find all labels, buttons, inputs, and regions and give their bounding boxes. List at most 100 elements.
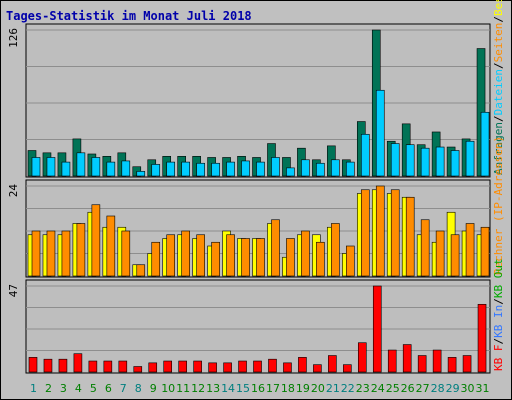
- x-tick-label: 3: [60, 382, 67, 395]
- bar-rechner: [31, 230, 41, 277]
- x-tick-label: 2: [45, 382, 52, 395]
- bar-dateien: [91, 157, 101, 177]
- bar-dateien: [301, 159, 310, 177]
- bar-rechner: [286, 238, 295, 277]
- bar-dateien: [346, 161, 355, 177]
- bar-kb-f: [238, 360, 247, 373]
- bar-rechner: [151, 241, 161, 277]
- panel-middle: 24 Rechner (IP-Adressen): [7, 136, 505, 278]
- bar-kb-f: [477, 303, 487, 373]
- bar-kb-f: [372, 285, 382, 373]
- legend-bottom: KB F/KB In/KB Out: [492, 258, 505, 371]
- bar-rechner: [405, 196, 415, 277]
- bar-kb-f: [223, 362, 232, 373]
- bar-kb-f: [73, 353, 83, 373]
- legend-entry: /: [492, 115, 505, 122]
- bar-kb-f: [88, 360, 98, 373]
- bar-dateien: [390, 143, 400, 177]
- bar-dateien: [106, 161, 116, 177]
- bar-rechner: [390, 189, 400, 277]
- bar-dateien: [316, 162, 325, 177]
- bar-rechner: [166, 234, 176, 277]
- bar-kb-f: [447, 357, 457, 373]
- bar-dateien: [61, 161, 71, 177]
- x-tick-label: 1: [30, 382, 37, 395]
- bar-kb-f: [253, 360, 262, 373]
- legend-top: Anfragen/Dateien/Seiten/Besuche: [492, 0, 505, 175]
- legend-entry: KB Out: [492, 258, 505, 298]
- bar-kb-f: [432, 349, 442, 373]
- bar-dateien: [76, 152, 86, 177]
- bar-rechner: [346, 245, 355, 277]
- x-tick-label: 13: [206, 382, 220, 395]
- x-tick-label: 20: [311, 382, 325, 395]
- bar-rechner: [256, 238, 265, 277]
- x-tick-label: 7: [120, 382, 127, 395]
- bar-kb-f: [163, 360, 173, 373]
- bar-kb-f: [343, 364, 352, 373]
- bar-kb-f: [43, 358, 53, 373]
- x-tick-label: 22: [341, 382, 355, 395]
- y-max-label: 24: [7, 184, 20, 198]
- bar-kb-f: [148, 362, 158, 373]
- x-tick-label: 4: [75, 382, 82, 395]
- x-tick-label: 18: [281, 382, 295, 395]
- bar-rechner: [91, 204, 101, 277]
- bar-kb-f: [328, 355, 337, 373]
- panel-bottom: 47 KB F/KB In/KB Out: [7, 258, 505, 374]
- bar-dateien: [286, 167, 295, 177]
- bar-dateien: [196, 162, 205, 177]
- bar-dateien: [211, 162, 220, 177]
- bar-dateien: [271, 157, 280, 177]
- bar-rechner: [375, 185, 385, 277]
- bar-kb-f: [118, 360, 128, 373]
- x-tick-label: 30: [461, 382, 475, 395]
- bar-kb-f: [208, 362, 217, 373]
- x-tick-label: 17: [266, 382, 280, 395]
- bar-kb-f: [193, 360, 202, 373]
- bar-kb-f: [133, 366, 143, 373]
- x-tick-label: 26: [401, 382, 415, 395]
- bar-dateien: [241, 160, 250, 177]
- bar-dateien: [181, 161, 190, 177]
- bar-rechner: [271, 219, 280, 277]
- x-tick-label: 19: [296, 382, 310, 395]
- legend-entry: Rechner (IP-Adressen): [492, 136, 505, 275]
- bar-kb-f: [462, 355, 472, 373]
- bar-rechner: [61, 230, 71, 277]
- bar-dateien: [226, 161, 235, 177]
- y-max-label: 47: [7, 284, 20, 297]
- x-tick-label: 28: [431, 382, 445, 395]
- legend-entry: Seiten: [492, 23, 505, 63]
- bar-kb-f: [178, 360, 187, 373]
- x-tick-label: 10: [161, 382, 175, 395]
- bar-kb-f: [283, 362, 292, 373]
- legend-entry: Anfragen: [492, 122, 505, 175]
- x-tick-label: 6: [105, 382, 112, 395]
- bar-rechner: [435, 230, 445, 277]
- bar-dateien: [450, 150, 460, 177]
- bar-kb-f: [402, 344, 412, 373]
- legend-entry: KB In: [492, 305, 505, 338]
- legend-entry: /: [492, 16, 505, 23]
- bar-kb-f: [387, 349, 397, 373]
- bar-rechner: [106, 215, 116, 277]
- bar-rechner: [211, 241, 220, 277]
- y-max-label: 126: [7, 28, 20, 48]
- bar-dateien: [136, 171, 146, 177]
- x-tick-label: 8: [135, 382, 142, 395]
- x-tick-label: 31: [476, 382, 490, 395]
- bar-dateien: [166, 161, 176, 177]
- bar-kb-f: [298, 357, 307, 373]
- x-tick-label: 15: [236, 382, 250, 395]
- bar-rechner: [226, 234, 235, 277]
- x-tick-label: 14: [221, 382, 235, 395]
- bar-dateien: [46, 157, 56, 177]
- legend-entry: /: [492, 62, 505, 69]
- bar-rechner: [465, 223, 475, 277]
- bar-kb-f: [268, 358, 277, 373]
- x-tick-label: 25: [386, 382, 400, 395]
- bar-dateien: [465, 140, 475, 177]
- x-tick-label: 24: [371, 382, 385, 395]
